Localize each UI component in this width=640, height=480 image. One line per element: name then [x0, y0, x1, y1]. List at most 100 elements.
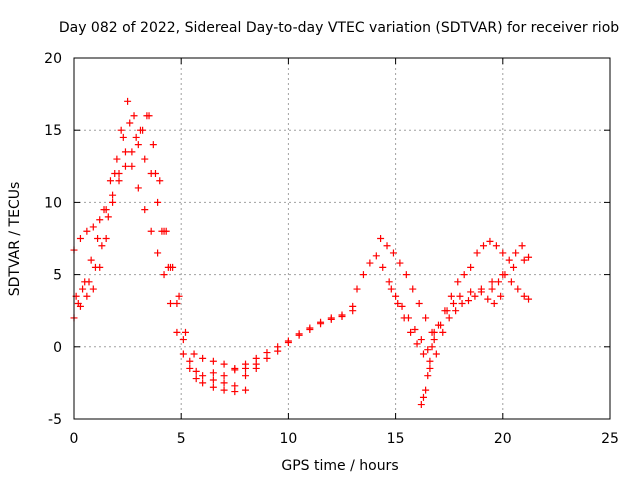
- data-point: [158, 227, 166, 235]
- data-point: [190, 350, 198, 358]
- data-point: [128, 148, 136, 156]
- data-point: [109, 198, 117, 206]
- data-point: [81, 278, 89, 286]
- data-point: [295, 331, 303, 339]
- data-points: [70, 97, 533, 409]
- data-point: [349, 307, 357, 315]
- data-point: [199, 372, 207, 380]
- data-point: [510, 263, 518, 271]
- data-point: [111, 170, 119, 178]
- series-satellite-track-11: [488, 271, 533, 303]
- data-point: [377, 235, 385, 242]
- plot-frame: [73, 57, 611, 420]
- data-point: [512, 249, 520, 257]
- data-point: [353, 285, 361, 293]
- chart-title: Day 082 of 2022, Sidereal Day-to-day VTE…: [59, 20, 619, 36]
- data-point: [151, 170, 159, 178]
- x-tick-label: 0: [70, 431, 79, 447]
- data-point: [284, 338, 292, 346]
- data-point: [149, 141, 157, 149]
- data-point: [396, 259, 404, 267]
- data-point: [407, 328, 415, 336]
- data-point: [505, 256, 513, 264]
- data-point: [488, 278, 496, 286]
- x-tick-label: 5: [177, 431, 186, 447]
- data-point: [383, 242, 391, 250]
- data-point: [359, 271, 367, 279]
- data-point: [209, 357, 217, 365]
- data-point: [209, 383, 217, 391]
- data-point: [192, 367, 200, 375]
- data-point: [252, 354, 260, 362]
- data-point: [432, 350, 440, 358]
- data-point: [134, 141, 142, 149]
- data-point: [106, 177, 114, 185]
- data-point: [486, 237, 494, 245]
- series-satellite-track-1: [70, 141, 239, 390]
- data-point: [220, 372, 228, 380]
- data-point: [467, 288, 475, 296]
- x-tick-label: 25: [601, 431, 619, 447]
- data-point: [121, 148, 129, 156]
- y-axis-label: SDTVAR / TECUs: [7, 182, 23, 297]
- data-point: [139, 126, 147, 134]
- data-point: [79, 285, 87, 293]
- data-point: [145, 112, 153, 120]
- data-point: [449, 299, 457, 307]
- data-point: [400, 314, 408, 322]
- data-point: [366, 259, 374, 267]
- data-point: [473, 249, 481, 257]
- data-point: [507, 278, 515, 286]
- data-point: [413, 340, 421, 348]
- data-point: [306, 325, 314, 333]
- series-satellite-track-3: [72, 97, 260, 372]
- data-point: [525, 295, 533, 303]
- data-point: [452, 307, 460, 315]
- data-point: [220, 379, 228, 387]
- data-point: [419, 350, 427, 358]
- data-point: [379, 263, 387, 271]
- data-point: [100, 206, 108, 214]
- series-satellite-track-10: [417, 328, 438, 409]
- data-point: [121, 162, 129, 170]
- data-point: [242, 360, 250, 368]
- data-point: [434, 321, 442, 329]
- data-point: [430, 336, 438, 344]
- data-point: [317, 320, 325, 328]
- data-point: [499, 249, 507, 257]
- x-tick-label: 20: [494, 431, 512, 447]
- data-point: [83, 227, 91, 235]
- data-point: [130, 112, 138, 120]
- data-point: [398, 302, 406, 310]
- series-satellite-track-2: [70, 148, 250, 396]
- data-point: [424, 372, 432, 380]
- data-point: [124, 97, 132, 105]
- grid-lines: [74, 58, 610, 419]
- data-point: [154, 249, 162, 257]
- data-point: [441, 307, 449, 315]
- axis-ticks: [73, 57, 611, 420]
- data-point: [96, 216, 104, 224]
- data-point: [445, 314, 453, 322]
- data-point: [402, 271, 410, 279]
- data-point: [132, 133, 140, 141]
- data-point: [74, 299, 82, 307]
- data-point: [417, 336, 425, 344]
- data-point: [252, 364, 260, 372]
- data-point: [231, 366, 239, 374]
- data-point: [175, 292, 183, 300]
- data-point: [525, 253, 533, 261]
- data-point: [426, 364, 434, 372]
- data-point: [484, 295, 492, 303]
- data-point: [385, 278, 393, 286]
- data-point: [411, 325, 419, 333]
- data-point: [387, 285, 395, 293]
- data-point: [464, 297, 472, 305]
- data-point: [154, 198, 162, 206]
- data-point: [83, 292, 91, 300]
- data-point: [430, 328, 438, 336]
- data-point: [192, 375, 200, 383]
- x-tick-label: 15: [387, 431, 405, 447]
- data-point: [115, 177, 123, 185]
- data-point: [104, 213, 112, 221]
